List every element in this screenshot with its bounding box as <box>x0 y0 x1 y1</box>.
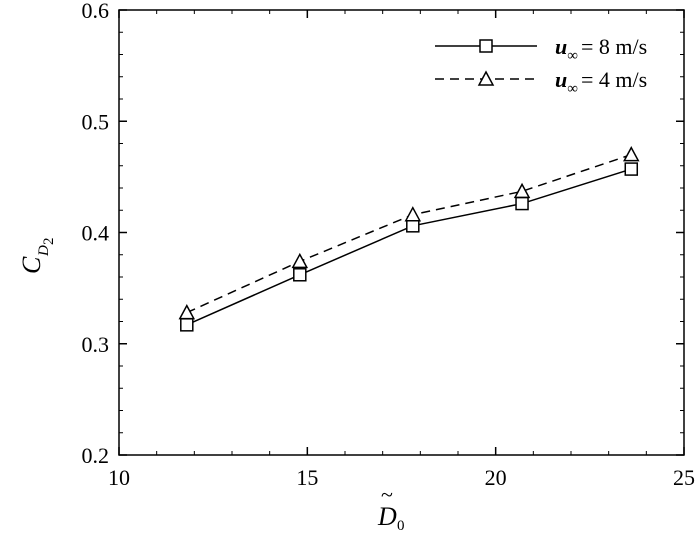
y-tick-labels: 0.2 0.3 0.4 0.5 0.6 <box>82 0 110 468</box>
y-axis-label-subsubscript: 2 <box>41 238 57 246</box>
series-line <box>186 153 632 314</box>
data-point-triangle <box>623 146 640 162</box>
x-tick-label: 15 <box>296 465 318 490</box>
legend-2-value: = 4 m/s <box>581 67 647 92</box>
y-tick-label: 0.5 <box>82 109 110 134</box>
svg-text:u∞= 4 m/s: u∞ = 4 m/s <box>555 67 647 97</box>
x-tick-label: 10 <box>108 465 130 490</box>
data-point-square <box>624 162 639 176</box>
legend-triangle-marker <box>477 70 495 86</box>
legend-2-sub: ∞ <box>567 81 578 97</box>
data-point-square <box>515 196 529 211</box>
series-layer <box>178 146 640 332</box>
series-line <box>186 168 632 326</box>
y-tick-label: 0.6 <box>82 0 110 23</box>
x-tick-label: 20 <box>485 465 507 490</box>
legend-1-value: = 8 m/s <box>581 34 647 59</box>
y-axis-label-main: C <box>17 256 46 274</box>
x-axis-label-main: D <box>377 502 397 531</box>
data-point-triangle <box>291 252 309 269</box>
series-1 <box>180 162 639 332</box>
svg-text:u∞= 8 m/s: u∞ = 8 m/s <box>555 34 647 64</box>
data-point-square <box>406 219 420 233</box>
x-tick-labels: 10 15 20 25 <box>108 465 695 490</box>
legend-entry-2: u∞ = 4 m/s <box>435 67 647 97</box>
legend-1-sub: ∞ <box>567 48 578 64</box>
data-point-triangle <box>404 206 422 222</box>
legend-1-var: u <box>555 34 567 59</box>
y-axis-label-subscript: D <box>36 245 52 257</box>
legend-2-var: u <box>555 67 567 92</box>
data-point-triangle <box>513 182 531 199</box>
x-tick-label: 25 <box>673 465 695 490</box>
legend-entry-1: u∞ = 8 m/s <box>435 34 647 64</box>
y-tick-label: 0.3 <box>82 332 110 357</box>
axis-ticks <box>118 9 685 456</box>
y-tick-label: 0.2 <box>82 443 110 468</box>
series-2 <box>178 146 640 320</box>
y-tick-label: 0.4 <box>82 221 110 246</box>
x-axis-label-tilde: ~ <box>381 482 393 507</box>
data-point-triangle <box>178 304 196 320</box>
data-point-square <box>293 268 307 282</box>
data-point-square <box>180 318 194 332</box>
legend-square-marker <box>479 39 493 53</box>
y-axis-label: C D 2 <box>17 238 57 275</box>
x-axis-label: D ~ 0 <box>377 482 405 534</box>
x-axis-label-subscript: 0 <box>397 518 405 534</box>
legend: u∞ = 8 m/s u∞ = 4 m/s <box>435 34 647 97</box>
